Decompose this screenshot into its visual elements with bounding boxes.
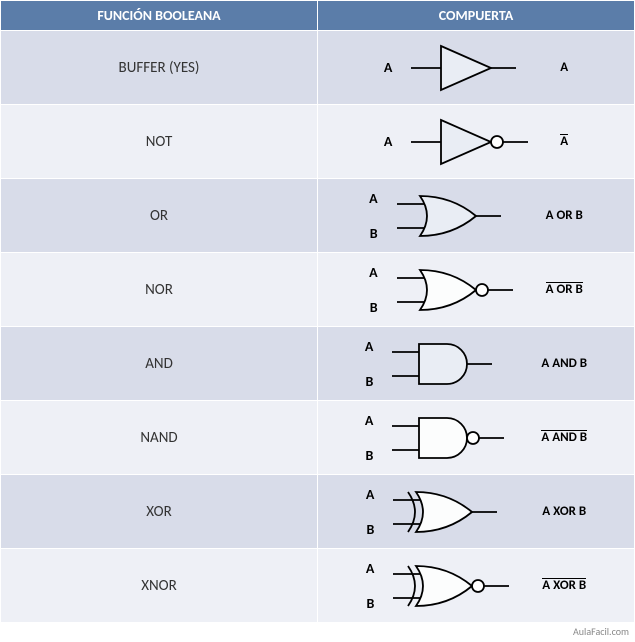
gate-symbol: AA [318,31,635,105]
and-gate-icon [377,408,537,468]
gate-name: XNOR [1,549,318,623]
and-gate-icon [377,334,537,394]
gate-output: A OR B [546,208,583,223]
gate-symbol: AA [318,105,635,179]
gate-symbol: AB A XOR B [318,549,635,623]
gate-name: BUFFER (YES) [1,31,318,105]
gate-output: A [560,134,568,149]
xor-gate-icon [378,482,538,542]
gate-name: NOT [1,105,318,179]
gate-inputs: A [384,59,392,76]
gate-inputs: AB [365,412,373,464]
gate-name: NAND [1,401,318,475]
gate-name: AND [1,327,318,401]
gate-name: NOR [1,253,318,327]
gate-output: A [560,60,568,75]
gate-inputs: AB [369,264,377,316]
gate-output: A OR B [546,282,583,297]
gate-symbol: AB A OR B [318,253,635,327]
gate-name: XOR [1,475,318,549]
gate-inputs: AB [366,560,374,612]
gate-symbol: AB A AND B [318,401,635,475]
gate-symbol: AB A AND B [318,327,635,401]
gate-inputs: AB [365,338,373,390]
gate-inputs: AB [366,486,374,538]
gate-inputs: A [384,133,392,150]
gate-output: A XOR B [542,504,586,519]
gate-output: A AND B [541,430,587,445]
xor-gate-icon [378,556,538,616]
header-gate: COMPUERTA [318,1,635,31]
gate-inputs: AB [369,190,377,242]
gates-table: FUNCIÓN BOOLEANA COMPUERTA BUFFER (YES)A… [0,0,635,623]
or-gate-icon [382,260,542,320]
gate-symbol: AB A XOR B [318,475,635,549]
gate-name: OR [1,179,318,253]
or-gate-icon [382,186,542,246]
gate-symbol: AB A OR B [318,179,635,253]
header-function: FUNCIÓN BOOLEANA [1,1,318,31]
footer-credit: AulaFacil.com [0,623,635,640]
buffer-gate-icon [396,38,556,98]
gate-output: A XOR B [542,578,586,593]
buffer-gate-icon [396,112,556,172]
gate-output: A AND B [541,356,587,371]
